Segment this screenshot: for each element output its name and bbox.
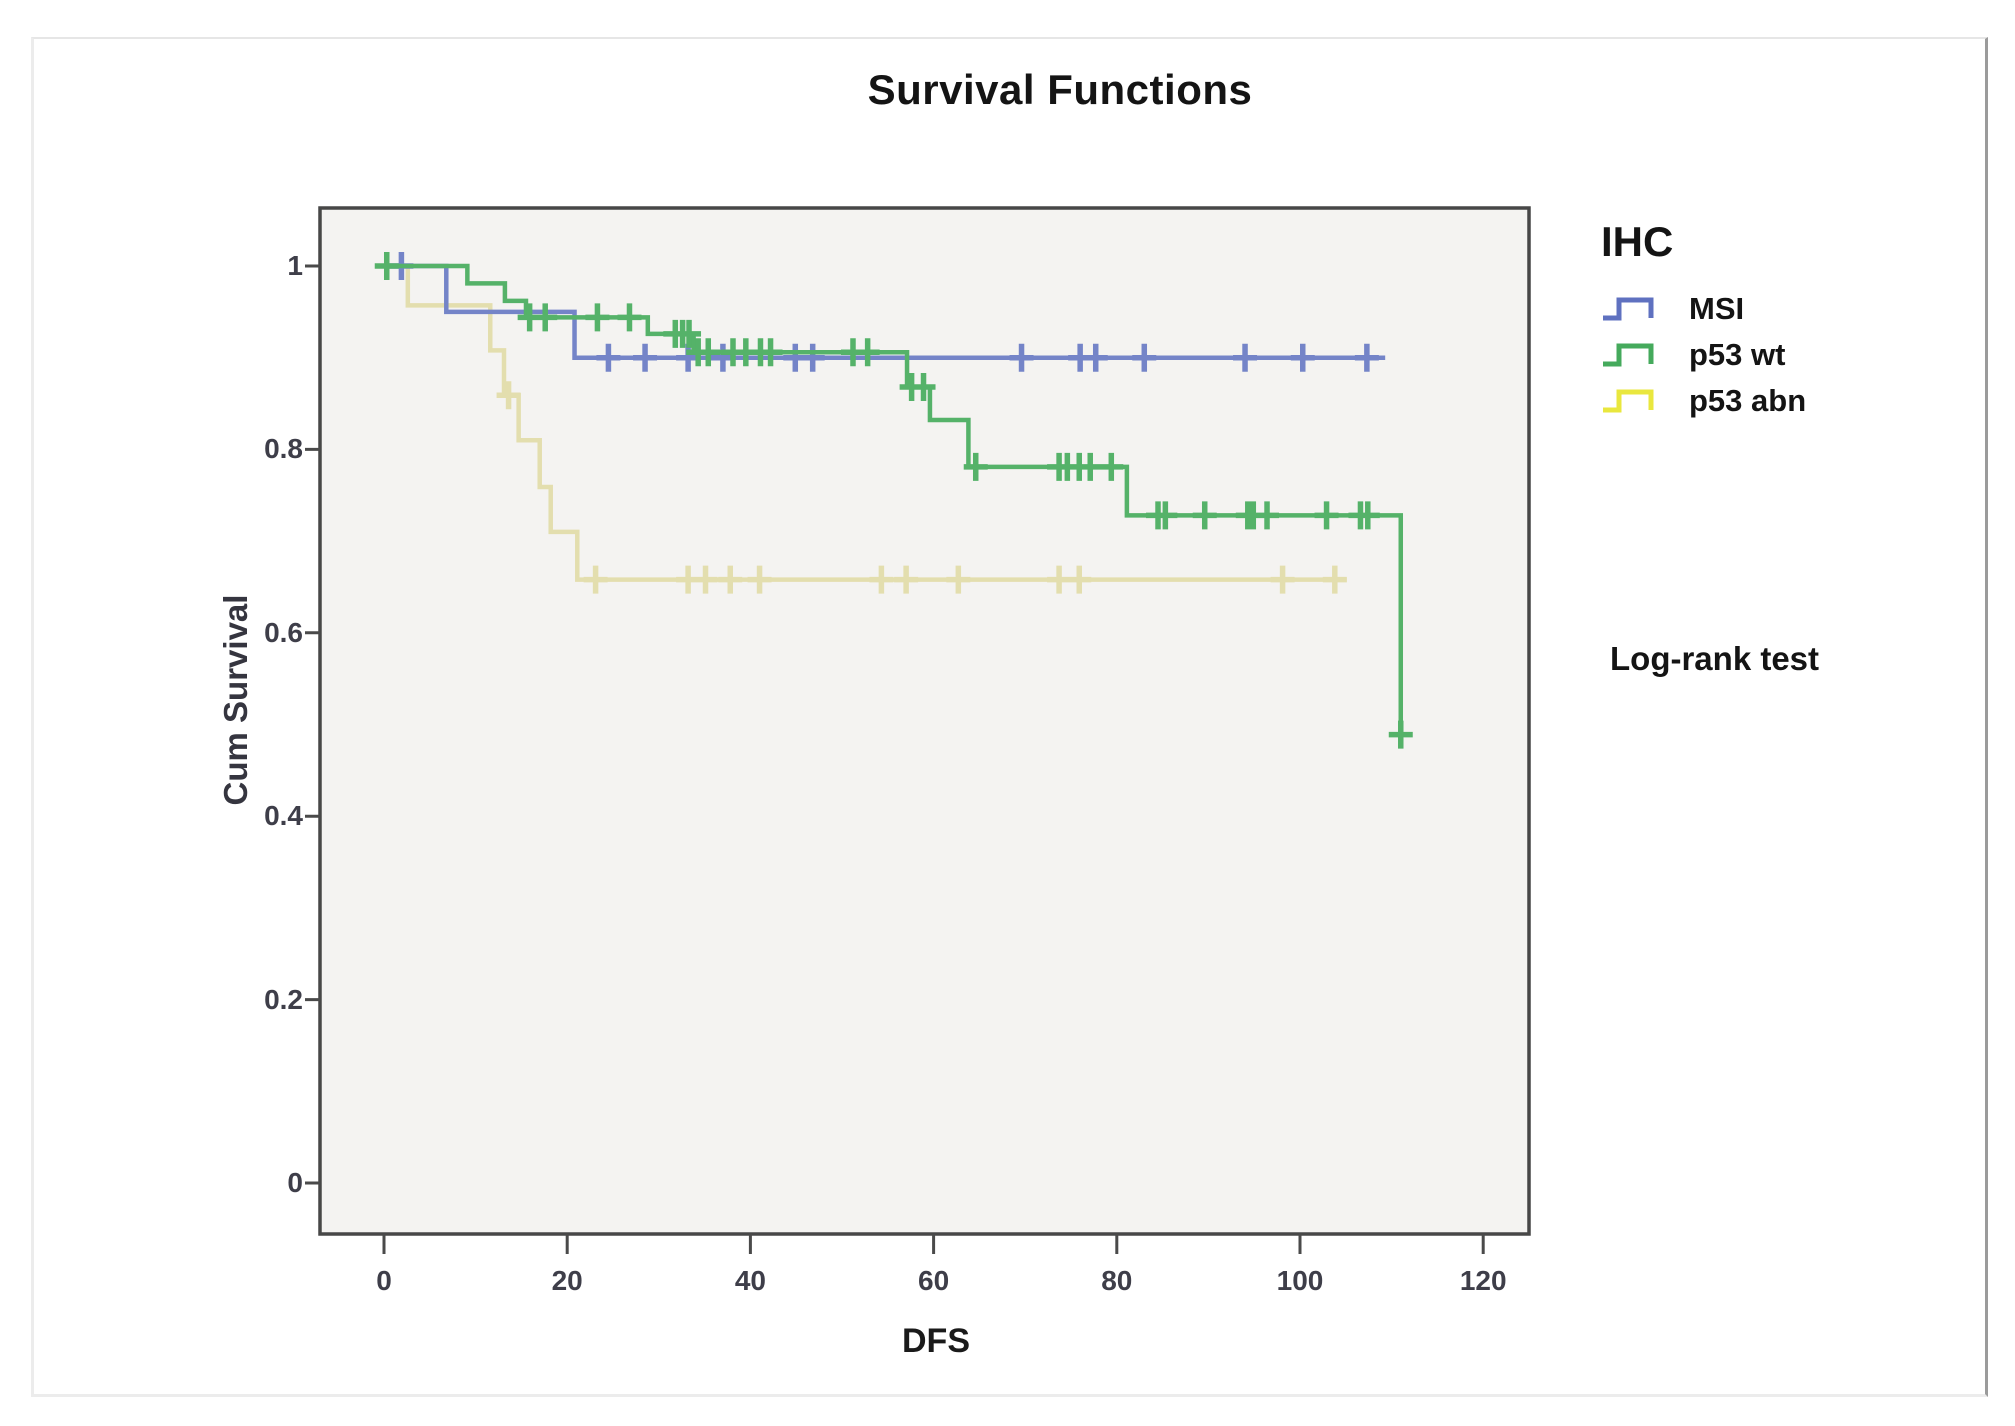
log-rank-annotation: Log-rank test — [1610, 640, 1820, 677]
legend: IHC MSI p53 wt p53 abn — [1601, 218, 1981, 424]
x-axis-title: DFS — [902, 1322, 970, 1360]
y-axis-ticks — [305, 264, 320, 1185]
legend-swatch-step-icon — [1603, 343, 1654, 367]
legend-item-MSI: MSI — [1601, 286, 1981, 332]
legend-label: p53 abn — [1689, 383, 1807, 418]
x-tick-label: 20 — [551, 1265, 583, 1296]
x-tick-label: 0 — [376, 1265, 392, 1296]
legend-label: p53 wt — [1689, 337, 1786, 372]
plot-area — [318, 206, 1531, 1236]
legend-item-p53-abn: p53 abn — [1601, 378, 1981, 424]
legend-label: MSI — [1689, 291, 1745, 326]
x-tick-label: 80 — [1101, 1265, 1133, 1296]
y-tick-label: 0.2 — [264, 983, 303, 1015]
x-axis-ticks — [382, 1234, 1485, 1254]
legend-swatch-step-icon — [1603, 297, 1654, 321]
chart-title: Survival Functions — [867, 66, 1253, 113]
y-tick-label: 0.6 — [264, 616, 303, 648]
series-censor-marks-p53 wt — [374, 252, 1413, 749]
y-tick-label: 0.4 — [264, 800, 303, 832]
y-tick-label: 0.8 — [264, 433, 303, 465]
y-tick-label: 1 — [287, 250, 303, 281]
x-tick-label: 40 — [734, 1265, 766, 1296]
x-tick-label: 120 — [1459, 1265, 1507, 1296]
y-axis-title: Cum Survival — [217, 594, 254, 806]
legend-swatch-step-icon — [1603, 389, 1654, 413]
x-tick-label: 100 — [1276, 1265, 1324, 1296]
x-tick-label: 60 — [918, 1265, 950, 1296]
y-tick-label: 0 — [287, 1167, 303, 1198]
series-censor-marks-p53 abn — [496, 381, 1347, 594]
legend-item-p53-wt: p53 wt — [1601, 332, 1981, 378]
legend-title: IHC — [1601, 218, 1674, 265]
legend-rows: MSI p53 wt p53 abn — [1601, 286, 1981, 424]
series-line-p53 abn — [384, 263, 1347, 582]
